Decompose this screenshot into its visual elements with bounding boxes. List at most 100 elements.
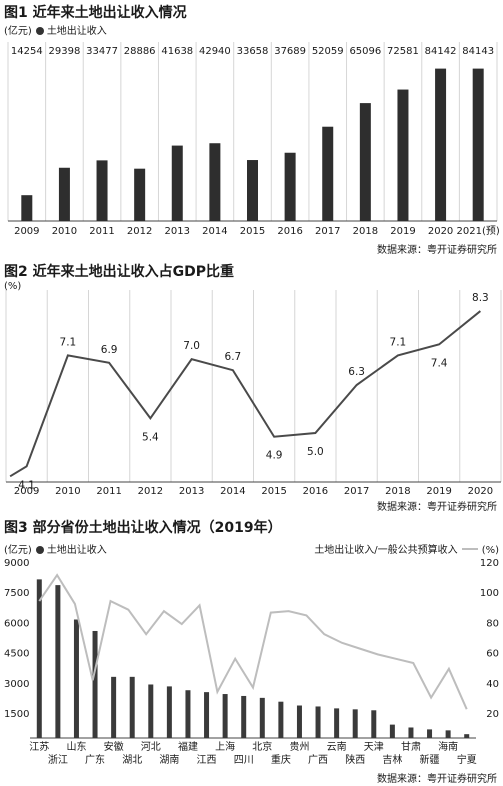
data-label: 52059 (312, 46, 344, 57)
ratio-line (38, 573, 468, 710)
bar (222, 694, 228, 738)
y-right-tick-label: 120 (480, 558, 499, 569)
y-left-tick-label: 7500 (4, 588, 29, 599)
chart2-unit: (%) (4, 281, 22, 292)
y-left-tick-label: 4500 (4, 649, 29, 660)
x-tick-label: 2016 (277, 226, 302, 237)
x-tick-label: 2013 (179, 486, 204, 497)
data-label: 5.4 (142, 431, 159, 443)
bar (241, 695, 247, 738)
bar (278, 701, 284, 738)
x-tick-label: 山东 (66, 740, 86, 753)
x-tick-label: 2011 (96, 486, 121, 497)
data-label: 28886 (124, 46, 156, 57)
chart3-legend-left: (亿元) 土地出让收入 (4, 541, 107, 556)
data-label: 7.0 (183, 340, 200, 352)
bar (334, 708, 340, 738)
x-tick-label: 2020 (468, 486, 493, 497)
bar (55, 585, 61, 738)
data-label: 6.3 (348, 366, 365, 378)
bar (315, 706, 321, 738)
bar (204, 692, 210, 738)
bar (371, 710, 377, 738)
bar (92, 630, 98, 738)
data-label: 42940 (199, 46, 231, 57)
bar (435, 68, 447, 221)
data-label: 8.3 (472, 292, 489, 304)
bar (284, 152, 296, 221)
x-tick-label: 重庆 (271, 753, 291, 766)
x-tick-label: 2012 (127, 226, 152, 237)
x-tick-label: 河北 (141, 741, 161, 753)
y-right-tick-label: 60 (486, 649, 499, 660)
x-tick-label: 云南 (327, 740, 347, 753)
x-tick-label: 2014 (202, 226, 227, 237)
x-tick-label: 2013 (165, 226, 190, 237)
legend-dot-icon (35, 26, 44, 35)
bar (322, 126, 334, 221)
y-left-tick-label: 3000 (4, 679, 29, 690)
bar (36, 579, 42, 738)
bar (445, 730, 451, 738)
data-label: 4.9 (266, 450, 283, 462)
bar (352, 709, 358, 738)
chart3-source: 数据来源：粤开证券研究所 (377, 774, 497, 785)
chart1-title: 图1 近年来土地出让收入情况 (4, 5, 187, 21)
x-tick-label: 安徽 (104, 740, 124, 753)
x-tick-label: 湖北 (122, 754, 142, 766)
x-tick-label: 2015 (240, 226, 265, 237)
x-tick-label: 2009 (14, 226, 39, 237)
bar (259, 697, 265, 738)
chart1-legend-label: 土地出让收入 (46, 26, 107, 37)
chart2-source: 数据来源：粤开证券研究所 (377, 502, 497, 513)
bar (111, 676, 117, 738)
data-label: 65096 (349, 46, 381, 57)
chart2-title: 图2 近年来土地出让收入占GDP比重 (4, 264, 234, 280)
bar (427, 729, 433, 738)
y-left-tick-label: 6000 (4, 618, 29, 629)
data-label: 4.1 (18, 479, 35, 491)
chart3-unit-right: (%) (481, 545, 499, 556)
y-right-tick-label: 80 (486, 618, 499, 629)
chart-panel-1: 图1 近年来土地出让收入情况 (亿元) 土地出让收入 14254 2009 29398… (0, 0, 503, 258)
bar (464, 734, 470, 738)
chart3-legend-bar: 土地出让收入 (46, 545, 107, 556)
x-tick-label: 北京 (252, 740, 272, 753)
legend-dot-icon (35, 545, 44, 554)
x-tick-label: 2010 (55, 486, 80, 497)
chart1-legend: (亿元) 土地出让收入 (4, 22, 107, 37)
chart1-source: 数据来源：粤开证券研究所 (377, 245, 497, 256)
y-left-tick-label: 9000 (4, 558, 29, 569)
x-tick-label: 四川 (234, 755, 254, 766)
data-label: 6.7 (225, 351, 242, 363)
x-tick-label: 2019 (426, 486, 451, 497)
x-tick-label: 福建 (178, 740, 198, 753)
x-tick-label: 2017 (315, 226, 340, 237)
x-tick-label: 2010 (52, 226, 77, 237)
bar (129, 676, 135, 738)
bar (58, 167, 70, 221)
x-tick-label: 2014 (220, 486, 245, 497)
x-tick-label: 2016 (303, 486, 328, 497)
chart1-plot: 14254 2009 29398 2010 33477 2011 28886 2012 4163… (7, 42, 500, 237)
x-tick-label: 2018 (353, 226, 378, 237)
data-label: 14254 (11, 46, 43, 57)
x-tick-label: 甘肃 (401, 740, 421, 753)
x-tick-label: 2009 (14, 486, 39, 497)
data-label: 84143 (462, 46, 494, 57)
x-tick-label: 贵州 (289, 740, 309, 753)
legend-line-icon (461, 548, 478, 550)
bar (21, 195, 33, 221)
y-right-tick-label: 40 (486, 679, 499, 690)
bar (166, 686, 172, 738)
series-line (9, 310, 482, 478)
x-tick-label: 2015 (261, 486, 286, 497)
x-tick-label: 广西 (308, 754, 328, 766)
chart3-title: 图3 部分省份土地出让收入情况（2019年） (4, 520, 282, 536)
data-label: 7.4 (431, 357, 448, 369)
data-label: 29398 (49, 46, 81, 57)
x-tick-label: 2012 (138, 486, 163, 497)
y-right-tick-label: 100 (480, 588, 499, 599)
x-tick-label: 江西 (197, 754, 217, 766)
